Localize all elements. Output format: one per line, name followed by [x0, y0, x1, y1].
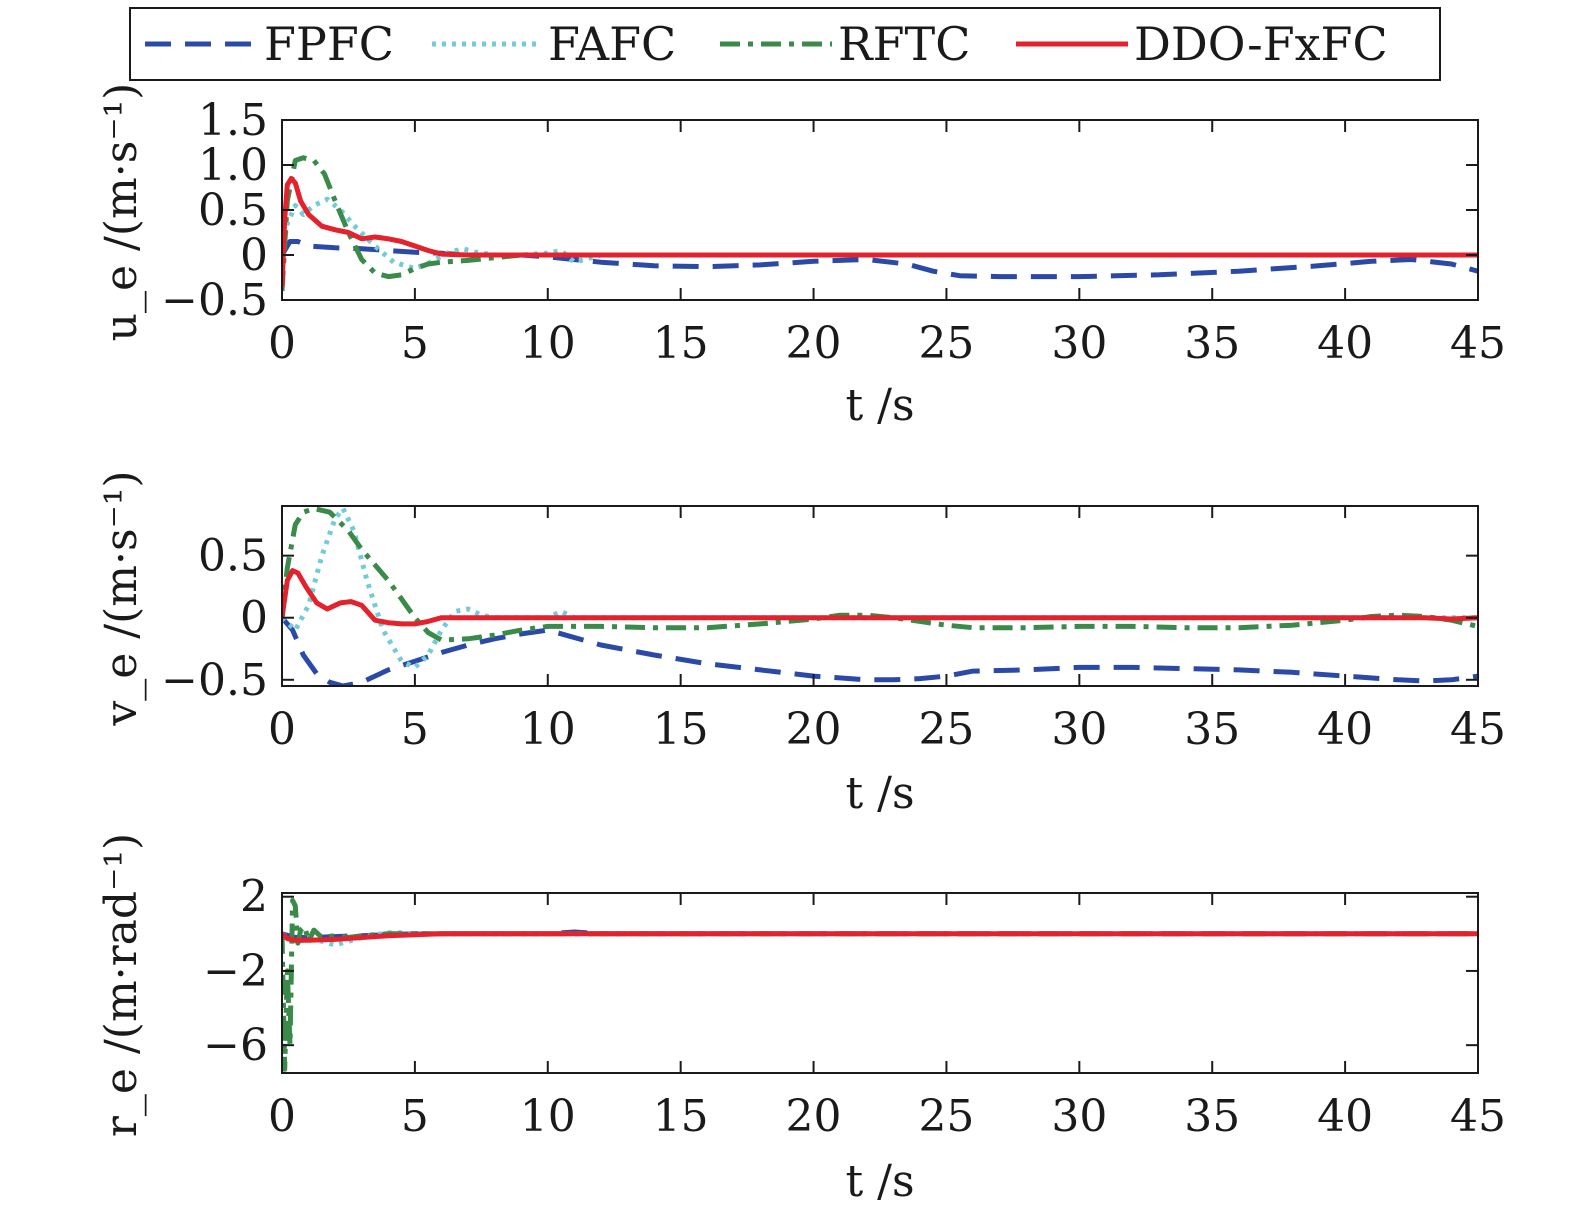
y-tick-label: 0 [240, 230, 268, 281]
series-line-rftc [282, 897, 1478, 1072]
y-tick-label: 0.5 [198, 185, 268, 236]
panel-r-yticks: 2 −2 −6 [203, 872, 1478, 1071]
x-tick-label: 35 [1184, 318, 1240, 369]
x-tick-label: 45 [1450, 1091, 1506, 1142]
panel-v-yticks: 0.5 0 −0.5 [161, 531, 1478, 706]
x-tick-label: 25 [918, 1091, 974, 1142]
x-tick-label: 10 [520, 1091, 576, 1142]
x-tick-label: 45 [1450, 704, 1506, 755]
x-tick-label: 40 [1317, 318, 1373, 369]
x-tick-label: 10 [520, 704, 576, 755]
x-tick-label: 40 [1317, 1091, 1373, 1142]
panel-v-plot [281, 505, 1479, 687]
panel-r-xlabel: t /s [845, 1156, 914, 1207]
panel-r: 0 5 10 15 20 25 30 35 40 45 2−2−6 r_e /(m·rad⁻¹) … [96, 833, 1506, 1207]
panel-r-plot [281, 892, 1479, 1074]
y-tick-label: 1.5 [198, 95, 268, 146]
x-tick-label: 5 [401, 318, 429, 369]
x-tick-label: 0 [268, 1091, 296, 1142]
x-tick-label: 10 [520, 318, 576, 369]
panel-v-ylabel: v_e /(m·s⁻¹) [96, 470, 147, 726]
x-tick-label: 45 [1450, 318, 1506, 369]
y-tick-label: 0.5 [198, 531, 268, 582]
x-tick-label: 30 [1051, 704, 1107, 755]
x-tick-label: 35 [1184, 1091, 1240, 1142]
x-tick-label: 25 [918, 704, 974, 755]
x-tick-label: 20 [786, 318, 842, 369]
x-tick-label: 40 [1317, 704, 1373, 755]
panel-r-xticks: 0 5 10 15 20 25 30 35 40 45 [268, 893, 1506, 1142]
panel-frame [281, 119, 1479, 301]
panel-u-plot [281, 119, 1479, 301]
y-tick-label: −2 [203, 946, 268, 997]
legend-label-fafc: FAFC [548, 17, 676, 71]
panel-v-xticks: 0 5 10 15 20 25 30 35 40 45 [268, 506, 1506, 755]
panel-u-xlabel: t /s [845, 380, 914, 431]
y-tick-label: 2 [240, 872, 268, 923]
legend-label-rftc: RFTC [838, 17, 970, 71]
panel-u-xticks: 0 5 10 15 20 25 30 35 40 45 [268, 120, 1506, 369]
x-tick-label: 5 [401, 704, 429, 755]
x-tick-label: 30 [1051, 1091, 1107, 1142]
panel-frame [281, 505, 1479, 687]
x-tick-label: 20 [786, 1091, 842, 1142]
series-line-fpfc [282, 239, 1478, 280]
x-tick-label: 30 [1051, 318, 1107, 369]
panel-v-xlabel: t /s [845, 768, 914, 819]
series-line-fpfc [282, 616, 1478, 686]
y-tick-label: −6 [203, 1020, 268, 1071]
x-tick-label: 5 [401, 1091, 429, 1142]
legend: FPFC FAFC RFTC DDO-FxFC [129, 7, 1441, 81]
series-line-ddo-fxfc [282, 568, 1478, 627]
y-tick-label: 1.0 [198, 140, 268, 191]
x-tick-label: 35 [1184, 704, 1240, 755]
x-tick-label: 15 [653, 704, 709, 755]
y-tick-label: −0.5 [161, 275, 268, 326]
y-tick-label: 0 [240, 593, 268, 644]
series-line-rftc [282, 155, 1478, 292]
panel-u-yticks: 1.51.00.50−0.5 [161, 95, 1478, 326]
x-tick-label: 0 [268, 704, 296, 755]
legend-label-fpfc: FPFC [264, 17, 394, 71]
panel-u: 0 5 10 15 20 25 30 35 40 45 1.51.00.50−0.5 u_e /(… [96, 83, 1506, 431]
y-tick-label: −0.5 [161, 655, 268, 706]
x-tick-label: 20 [786, 704, 842, 755]
series-line-ddo-fxfc [282, 931, 1478, 943]
series-line-fafc [282, 196, 1478, 271]
x-tick-label: 0 [268, 318, 296, 369]
panel-u-ylabel: u_e /(m·s⁻¹) [96, 83, 147, 342]
x-tick-label: 25 [918, 318, 974, 369]
panel-v: 0 5 10 15 20 25 30 35 40 45 0.50−0.5 v_e /(m·s⁻¹)… [96, 470, 1506, 819]
legend-box [129, 7, 1441, 81]
panel-r-ylabel: r_e /(m·rad⁻¹) [96, 833, 147, 1137]
x-tick-label: 15 [653, 318, 709, 369]
x-tick-label: 15 [653, 1091, 709, 1142]
series-line-rftc [282, 506, 1478, 643]
legend-label-ddo-fxfc: DDO-FxFC [1134, 17, 1388, 71]
series-line-ddo-fxfc [282, 176, 1478, 287]
series-line-fafc [282, 506, 1478, 670]
panel-frame [281, 892, 1479, 1074]
